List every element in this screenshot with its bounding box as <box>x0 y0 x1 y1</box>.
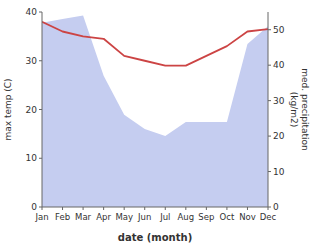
x-tick-label: Feb <box>55 212 70 222</box>
y-tick <box>39 207 42 208</box>
x-tick <box>247 207 248 210</box>
y2-tick <box>268 65 271 66</box>
y2-axis-line <box>268 12 269 207</box>
area <box>42 16 268 207</box>
y2-tick <box>268 100 271 101</box>
y-axis-title: max temp (C) <box>3 78 13 140</box>
y-tick-label: 30 <box>26 56 38 66</box>
x-tick <box>144 207 145 210</box>
plot-area <box>42 16 268 207</box>
x-tick-label: Dec <box>260 212 277 222</box>
page: {"chart_data": {"type": "line", "xlabel"… <box>0 0 318 247</box>
y2-tick-label: 30 <box>273 96 285 106</box>
x-axis-line <box>42 207 268 208</box>
x-tick <box>185 207 186 210</box>
y2-tick <box>268 171 271 172</box>
line <box>42 22 268 66</box>
y-tick <box>39 158 42 159</box>
y-tick-label: 40 <box>26 7 38 17</box>
y-tick-label: 20 <box>26 105 38 115</box>
y2-tick-label: 40 <box>273 60 285 70</box>
x-tick-label: Jul <box>159 212 170 222</box>
x-tick <box>83 207 84 210</box>
y2-tick-label: 20 <box>273 131 285 141</box>
x-tick-label: Mar <box>75 212 92 222</box>
x-tick-label: Sep <box>198 212 214 222</box>
chart: JanFebMarAprMayJunJulAugSepOctNovDec0102… <box>0 0 318 247</box>
x-tick <box>103 207 104 210</box>
y2-tick-label: 0 <box>273 202 279 212</box>
x-tick-label: Oct <box>220 212 235 222</box>
x-tick-label: May <box>115 212 133 222</box>
y2-axis-title-line: med. precipitation <box>300 68 310 150</box>
y2-axis-title: med. precipitation(kg/m2) <box>289 68 310 150</box>
x-tick-label: Jun <box>137 212 151 222</box>
x-tick-label: Apr <box>96 212 111 222</box>
axes: JanFebMarAprMayJunJulAugSepOctNovDec0102… <box>26 7 285 222</box>
x-axis-title: date (month) <box>118 232 192 243</box>
y-tick-label: 0 <box>31 202 37 212</box>
y2-tick <box>268 207 271 208</box>
y-tick <box>39 12 42 13</box>
x-tick <box>62 207 63 210</box>
y-tick-label: 10 <box>26 153 38 163</box>
x-tick-label: Jan <box>34 212 48 222</box>
x-tick-label: Aug <box>178 212 195 222</box>
x-tick <box>206 207 207 210</box>
x-tick <box>226 207 227 210</box>
y2-tick <box>268 29 271 30</box>
x-tick <box>165 207 166 210</box>
y-tick <box>39 60 42 61</box>
y2-tick-label: 50 <box>273 25 285 35</box>
y2-tick <box>268 136 271 137</box>
x-tick <box>124 207 125 210</box>
y2-tick-label: 10 <box>273 167 285 177</box>
y-tick <box>39 109 42 110</box>
x-tick-label: Nov <box>239 212 256 222</box>
y2-axis-title-line: (kg/m2) <box>289 92 299 127</box>
chart-container: JanFebMarAprMayJunJulAugSepOctNovDec0102… <box>0 0 318 247</box>
